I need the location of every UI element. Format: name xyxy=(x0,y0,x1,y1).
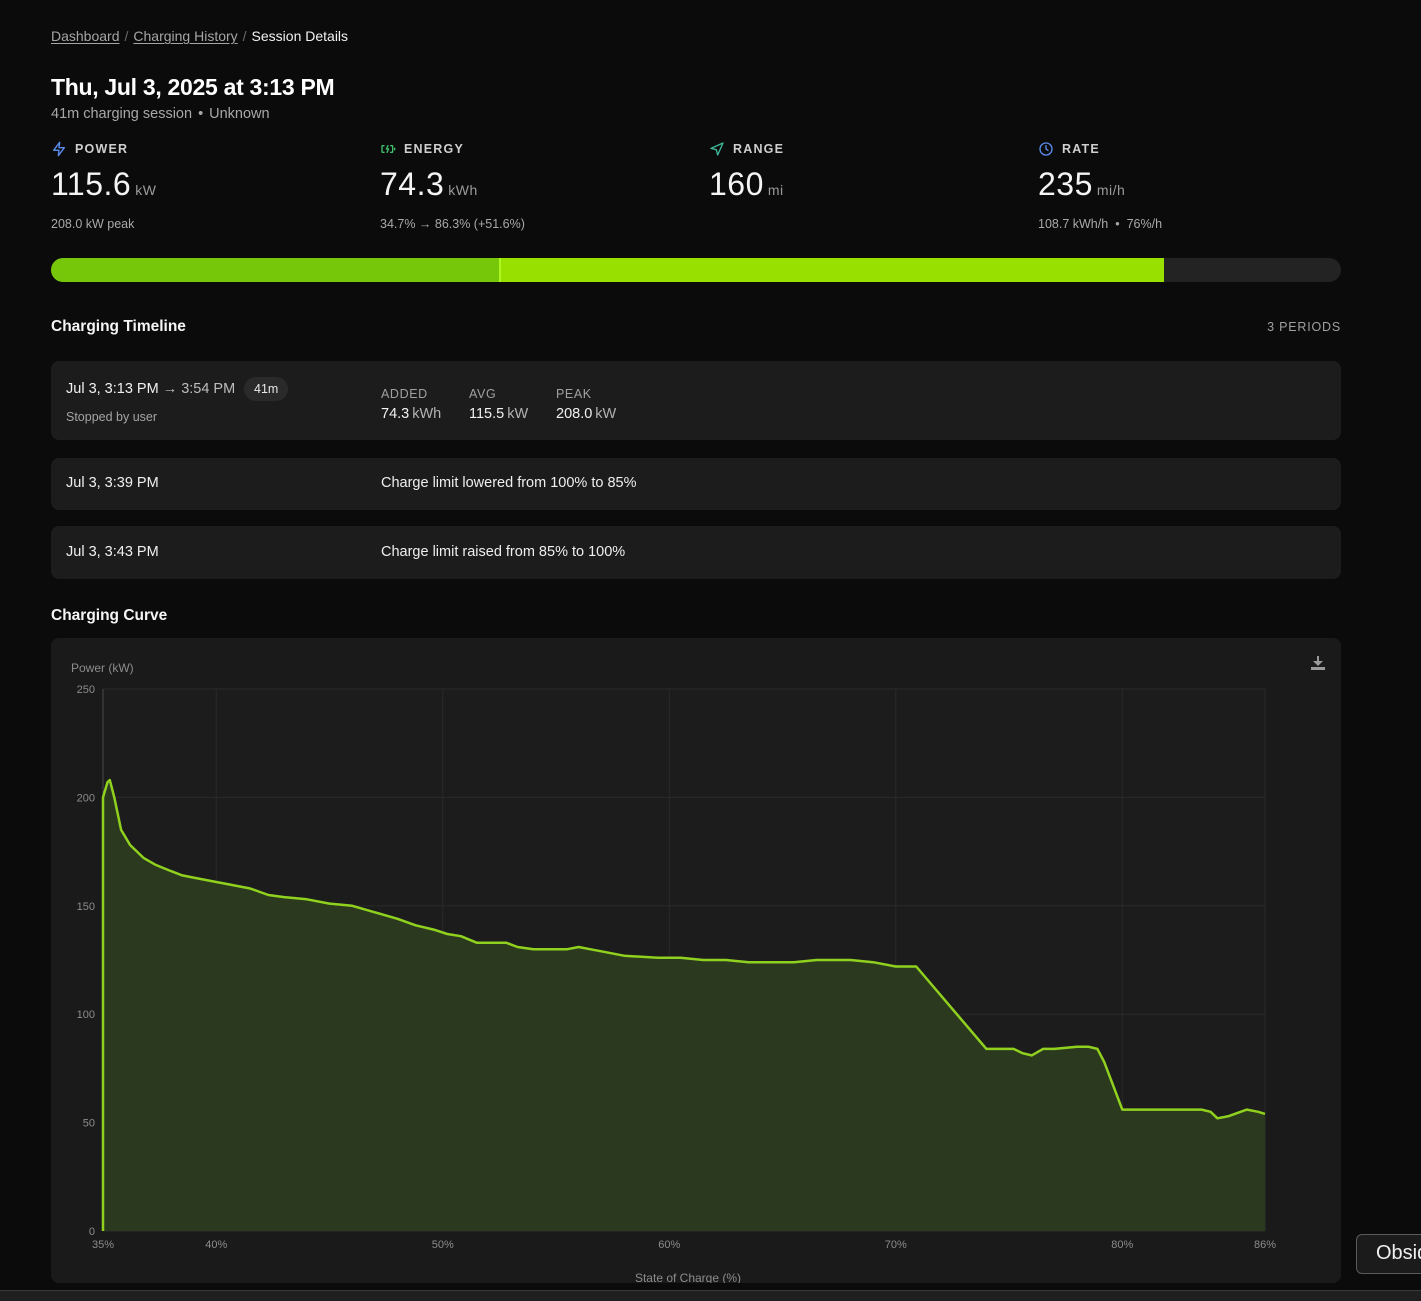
y-tick-label: 150 xyxy=(77,901,95,913)
breadcrumb: Dashboard / Charging History / Session Detai… xyxy=(51,28,348,44)
stat-rate-unit: mi/h xyxy=(1096,182,1126,198)
page-title: Thu, Jul 3, 2025 at 3:13 PM xyxy=(51,74,335,100)
x-tick-label: 50% xyxy=(432,1239,454,1251)
y-tick-label: 200 xyxy=(77,792,95,804)
soc-start-fill xyxy=(51,258,499,282)
y-tick-label: 100 xyxy=(77,1009,95,1021)
stat-rate-label: RATE xyxy=(1062,142,1100,156)
obsidian-badge-label: Obsidian xyxy=(1376,1242,1421,1264)
soc-progress-bar xyxy=(51,258,1341,282)
metric-peak-label: PEAK xyxy=(556,387,592,401)
metric-peak-value: 208.0 xyxy=(556,406,593,422)
curve-title: Charging Curve xyxy=(51,607,168,624)
stat-range-label: RANGE xyxy=(733,142,785,156)
x-tick-label: 40% xyxy=(205,1239,227,1251)
lightning-icon xyxy=(53,141,65,157)
event-time: Jul 3, 3:39 PM xyxy=(66,475,159,491)
curve-line xyxy=(101,778,1266,1231)
obsidian-badge[interactable]: Obsidian xyxy=(1356,1234,1421,1274)
clock-icon xyxy=(1039,142,1053,156)
soc-start-marker xyxy=(498,258,501,282)
stat-power-value: 115.6 xyxy=(51,166,132,202)
session-location: Unknown xyxy=(209,106,270,122)
battery-charging-icon xyxy=(381,145,396,153)
stat-rate-value: 235 xyxy=(1038,166,1093,202)
stat-energy-unit: kWh xyxy=(448,182,478,198)
metric-peak-unit: kW xyxy=(595,406,617,422)
curve-area-fill xyxy=(103,780,1265,1231)
stat-rate-sub-soc: 76%/h xyxy=(1126,217,1163,231)
metric-added-unit: kWh xyxy=(412,406,442,422)
stat-energy: ENERGY 74.3 kWh 34.7% → 86.3% (+51.6%) xyxy=(380,140,680,231)
arrow-right-icon: → xyxy=(162,381,178,397)
stat-power: POWER 115.6 kW 208.0 kW peak xyxy=(51,140,351,231)
period-time-range: Jul 3, 3:13 PM → 3:54 PM xyxy=(66,381,235,397)
charging-curve-card: 0 50 100 150 200 250 35% 40% 50% 60% 70% 80% 86% Powe… xyxy=(51,638,1341,1283)
stat-power-value-row: 115.6 kW xyxy=(51,166,351,203)
breadcrumb-separator: / xyxy=(242,28,247,44)
metric-added-label: ADDED xyxy=(381,387,428,401)
breadcrumb-separator: / xyxy=(124,28,129,44)
x-tick-label: 86% xyxy=(1254,1239,1276,1251)
period-metric-added: ADDED 74.3 kWh xyxy=(381,387,441,422)
stat-rate-value-row: 235 mi/h xyxy=(1038,166,1338,203)
session-subtitle: 41m charging session • Unknown xyxy=(51,106,270,122)
stat-energy-value: 74.3 xyxy=(380,166,445,202)
metric-avg-unit: kW xyxy=(507,406,529,422)
timeline-title: Charging Timeline xyxy=(51,318,186,335)
session-duration: 41m charging session xyxy=(51,106,193,122)
soc-added-fill xyxy=(498,258,1165,282)
subtitle-dot: • xyxy=(198,106,204,122)
timeline-period-count: 3 PERIODS xyxy=(1267,320,1341,334)
period-metric-avg: AVG 115.5 kW xyxy=(469,387,528,422)
period-start: Jul 3, 3:13 PM xyxy=(66,381,159,397)
breadcrumb-current: Session Details xyxy=(251,28,349,44)
navigation-arrow-icon xyxy=(710,142,724,156)
stat-power-unit: kW xyxy=(135,182,157,198)
breadcrumb-link-charging-history[interactable]: Charging History xyxy=(133,28,238,44)
metric-added-value: 74.3 xyxy=(381,406,410,422)
x-tick-label: 35% xyxy=(92,1239,114,1251)
x-tick-label: 70% xyxy=(885,1239,907,1251)
x-tick-label: 80% xyxy=(1111,1239,1133,1251)
event-text: Charge limit lowered from 100% to 85% xyxy=(381,475,637,491)
x-axis-title: State of Charge (%) xyxy=(635,1271,741,1283)
stat-power-label: POWER xyxy=(75,142,129,156)
y-tick-label: 250 xyxy=(77,684,95,696)
stat-energy-sub: 34.7% → 86.3% (+51.6%) xyxy=(380,217,525,231)
period-duration-badge: 41m xyxy=(244,377,289,401)
timeline-event-card[interactable]: Jul 3, 3:43 PM Charge limit raised from … xyxy=(51,526,1341,579)
stat-range-value-row: 160 mi xyxy=(709,166,1009,203)
stat-rate: RATE 235 mi/h 108.7 kWh/h • 76%/h xyxy=(1038,140,1338,231)
stat-range-value: 160 xyxy=(709,166,764,202)
y-tick-label: 0 xyxy=(89,1226,95,1238)
stat-rate-sub: 108.7 kWh/h • 76%/h xyxy=(1038,217,1338,231)
x-tick-label: 60% xyxy=(658,1239,680,1251)
stat-range: RANGE 160 mi xyxy=(709,140,1009,203)
y-tick-label: 50 xyxy=(83,1118,95,1130)
period-stop-reason: Stopped by user xyxy=(66,410,158,424)
period-metric-peak: PEAK 208.0 kW xyxy=(556,387,616,422)
timeline-event-card[interactable]: Jul 3, 3:39 PM Charge limit lowered from… xyxy=(51,458,1341,510)
event-time: Jul 3, 3:43 PM xyxy=(66,544,159,560)
stat-rate-bullet: • xyxy=(1115,217,1120,231)
stat-range-unit: mi xyxy=(767,182,784,198)
stat-rate-sub-energy: 108.7 kWh/h xyxy=(1038,217,1109,231)
metric-avg-value: 115.5 xyxy=(469,406,505,422)
stat-energy-value-row: 74.3 kWh xyxy=(380,166,680,203)
download-icon[interactable] xyxy=(1309,654,1327,672)
charging-curve-chart[interactable]: 0 50 100 150 200 250 35% 40% 50% 60% 70% 80% 86% Powe… xyxy=(51,638,1341,1283)
stat-power-sub: 208.0 kW peak xyxy=(51,217,135,231)
metric-avg-label: AVG xyxy=(469,387,497,401)
stat-energy-label: ENERGY xyxy=(404,142,464,156)
period-end: 3:54 PM xyxy=(181,381,236,397)
breadcrumb-link-dashboard[interactable]: Dashboard xyxy=(51,28,120,44)
timeline-period-card[interactable]: Jul 3, 3:13 PM → 3:54 PM 41m Stopped by us… xyxy=(51,361,1341,440)
y-axis-title: Power (kW) xyxy=(71,661,134,675)
event-text: Charge limit raised from 85% to 100% xyxy=(381,544,626,560)
bottom-strip xyxy=(0,1290,1421,1301)
